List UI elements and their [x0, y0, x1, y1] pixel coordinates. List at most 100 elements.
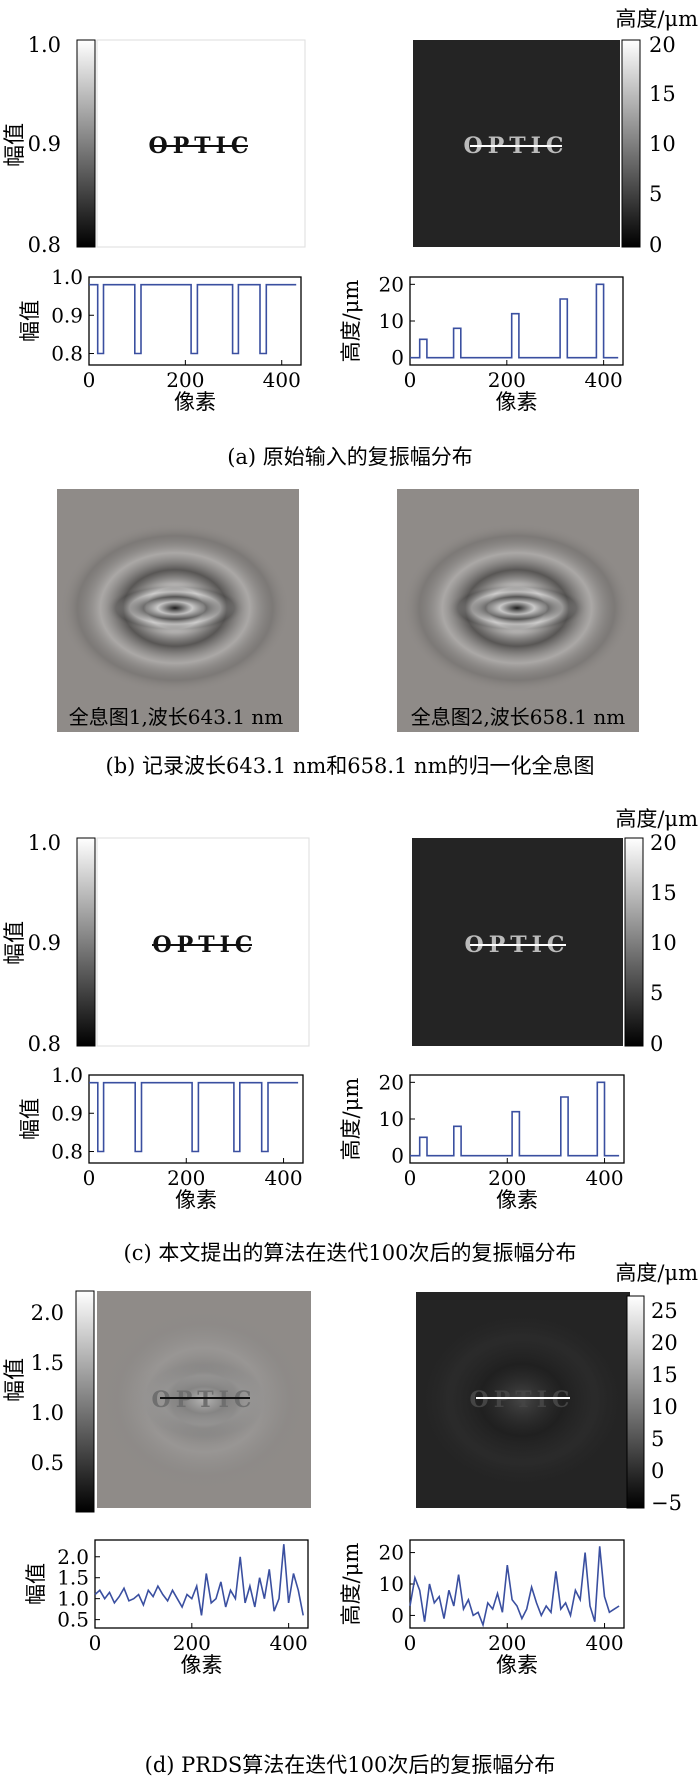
- x-axis-label: 像素: [174, 390, 216, 414]
- y-tick-label: 1.0: [51, 265, 83, 289]
- caption: (c) 本文提出的算法在迭代100次后的复振幅分布: [124, 1241, 577, 1265]
- plot-frame: [94, 1539, 309, 1629]
- hologram-1-label: 全息图1,波长643.1 nm: [69, 705, 284, 729]
- colorbar-tick: 0.8: [28, 1032, 61, 1056]
- colorbar-tick: 15: [650, 881, 677, 905]
- caption: (a) 原始输入的复振幅分布: [227, 445, 473, 469]
- plot-a_amp: 0 200 400 1.0 0.9 0.8 像素 幅值: [18, 265, 302, 414]
- colorbar-tick: 0.9: [28, 931, 61, 955]
- colorbar-tick: 5: [651, 1427, 664, 1451]
- plot-frame: [88, 1074, 304, 1164]
- colorbar-tick: −5: [651, 1491, 682, 1515]
- y-tick-label: 2.0: [57, 1545, 89, 1569]
- optic-text: OPTIC: [470, 1387, 575, 1413]
- y-tick-label: 0.9: [51, 303, 83, 327]
- plot-frame: [409, 1074, 625, 1164]
- reconstruction-artifacts: [417, 1310, 627, 1490]
- colorbar-tick: 10: [651, 1395, 678, 1419]
- x-tick-label: 0: [83, 1166, 96, 1190]
- colorbar-tick: 0.8: [28, 233, 61, 257]
- panel-d: 2.0 1.5 1.0 0.5 幅值 OPTIC OPTIC 25 20 15 …: [3, 1261, 698, 1777]
- optic-text: OPTIC: [152, 1387, 257, 1413]
- x-tick-label: 200: [488, 1166, 526, 1190]
- data-line: [409, 1546, 620, 1628]
- x-axis-label: 像素: [496, 1653, 538, 1677]
- y-tick-label: 20: [379, 272, 404, 296]
- caption: (b) 记录波长643.1 nm和658.1 nm的归一化全息图: [106, 754, 595, 778]
- data-line: [94, 1544, 304, 1616]
- plot-d_height: 0 200 400 20 10 0 像素 高度/μm: [339, 1539, 625, 1677]
- colorbar-tick: 15: [649, 82, 676, 106]
- height-image: [413, 40, 620, 247]
- colorbar-tick: 1.0: [31, 1401, 64, 1425]
- amplitude-image: [96, 39, 306, 248]
- colorbar-tick: 25: [651, 1299, 678, 1323]
- data-line: [89, 1081, 299, 1153]
- y-axis-label: 幅值: [18, 1098, 42, 1140]
- colorbar-tick: 0: [651, 1459, 664, 1483]
- colorbar-tick: 2.0: [31, 1301, 64, 1325]
- amp-colorbar: [76, 837, 96, 1047]
- y-tick-label: 0: [391, 346, 404, 370]
- x-axis-label: 像素: [496, 1188, 538, 1212]
- colorbar-tick: 0: [649, 233, 662, 257]
- y-tick-label: 0: [391, 1144, 404, 1168]
- colorbar-tick: 20: [651, 1331, 678, 1355]
- x-axis-label: 像素: [496, 390, 538, 414]
- y-tick-label: 20: [379, 1070, 404, 1094]
- plot-frame: [409, 276, 624, 366]
- y-tick-label: 20: [379, 1541, 404, 1565]
- hologram-fringes: [105, 583, 245, 633]
- colorbar-tick: 0.5: [31, 1451, 64, 1475]
- plot-d_amp: 0 200 400 2.01.51.00.5 像素 幅值: [24, 1539, 309, 1677]
- data-line: [410, 283, 619, 359]
- colorbar-tick: 10: [649, 132, 676, 156]
- amp-colorbar-label: 幅值: [3, 921, 28, 965]
- x-tick-label: 200: [488, 1631, 526, 1655]
- x-tick-label: 0: [404, 1166, 417, 1190]
- y-tick-label: 0.5: [57, 1608, 89, 1632]
- data-line: [410, 1081, 620, 1157]
- y-tick-label: 1.0: [57, 1587, 89, 1611]
- hologram-fringes: [447, 583, 587, 633]
- x-tick-label: 200: [488, 368, 526, 392]
- plot-frame: [88, 276, 302, 366]
- y-tick-label: 1.5: [57, 1566, 89, 1590]
- reconstruction-artifacts: [129, 1355, 279, 1445]
- y-tick-label: 10: [379, 309, 404, 333]
- y-tick-label: 10: [379, 1572, 404, 1596]
- y-tick-label: 0.8: [51, 342, 83, 366]
- colorbar-tick: 1.5: [31, 1351, 64, 1375]
- x-tick-label: 400: [585, 1631, 623, 1655]
- plot-c_amp: 0 200 400 1.0 0.9 0.8 像素 幅值: [18, 1063, 304, 1212]
- x-tick-label: 400: [270, 1631, 308, 1655]
- amp-colorbar: [75, 1290, 95, 1513]
- x-tick-label: 0: [404, 368, 417, 392]
- x-tick-label: 400: [585, 1166, 623, 1190]
- height-colorbar: [626, 1295, 645, 1509]
- y-tick-label: 0.8: [51, 1140, 83, 1164]
- x-tick-label: 400: [263, 368, 301, 392]
- colorbar-tick: 1.0: [28, 831, 61, 855]
- hologram-2-label: 全息图2,波长658.1 nm: [411, 705, 626, 729]
- height-colorbar-label: 高度/μm: [615, 7, 698, 31]
- colorbar-tick: 20: [649, 33, 676, 57]
- colorbar-tick: 0: [650, 1032, 663, 1056]
- height-colorbar: [621, 39, 641, 248]
- colorbar-tick: 10: [650, 931, 677, 955]
- y-tick-label: 0.9: [51, 1101, 83, 1125]
- amp-colorbar-label: 幅值: [3, 1358, 28, 1402]
- plot-c_height: 0 200 400 20 10 0 像素 高度/μm: [339, 1070, 625, 1212]
- x-tick-label: 200: [167, 1166, 205, 1190]
- colorbar-tick: 0.9: [28, 132, 61, 156]
- y-tick-label: 0: [391, 1603, 404, 1627]
- y-axis-label: 高度/μm: [339, 280, 363, 363]
- y-axis-label: 高度/μm: [339, 1543, 363, 1626]
- amplitude-image: [96, 837, 310, 1047]
- height-colorbar-label: 高度/μm: [615, 807, 698, 831]
- plot-a_height: 0 200 400 20 10 0 像素 高度/μm: [339, 272, 624, 414]
- y-axis-label: 幅值: [24, 1563, 48, 1605]
- height-colorbar-label: 高度/μm: [615, 1261, 698, 1285]
